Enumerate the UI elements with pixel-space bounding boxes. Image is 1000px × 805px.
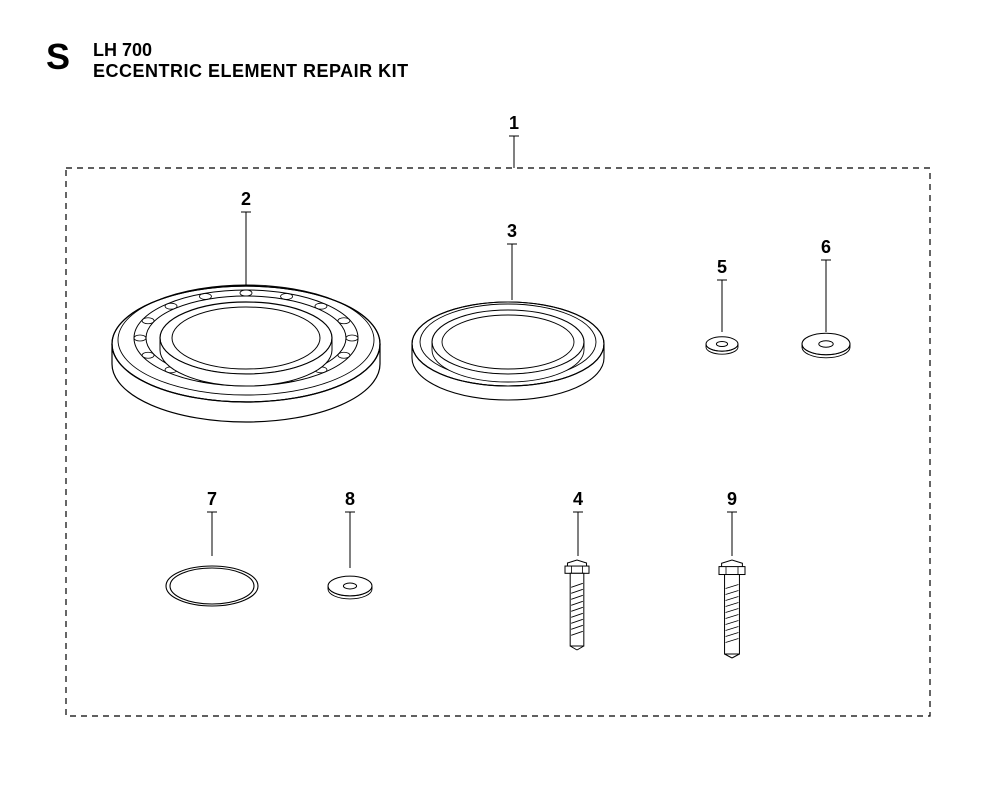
callout-1: 1 bbox=[509, 113, 519, 134]
title-block: S LH 700 ECCENTRIC ELEMENT REPAIR KIT bbox=[46, 36, 409, 82]
kit-description: ECCENTRIC ELEMENT REPAIR KIT bbox=[93, 61, 409, 82]
callout-5: 5 bbox=[717, 257, 727, 278]
callout-8: 8 bbox=[345, 489, 355, 510]
title-lines: LH 700 ECCENTRIC ELEMENT REPAIR KIT bbox=[93, 40, 409, 82]
model-name: LH 700 bbox=[93, 40, 409, 61]
callout-4: 4 bbox=[573, 489, 583, 510]
diagram-svg bbox=[0, 0, 1000, 805]
section-symbol: S bbox=[46, 36, 71, 78]
callout-6: 6 bbox=[821, 237, 831, 258]
callout-9: 9 bbox=[727, 489, 737, 510]
callout-3: 3 bbox=[507, 221, 517, 242]
callout-2: 2 bbox=[241, 189, 251, 210]
diagram-stage: S LH 700 ECCENTRIC ELEMENT REPAIR KIT 1 2… bbox=[0, 0, 1000, 805]
callout-7: 7 bbox=[207, 489, 217, 510]
